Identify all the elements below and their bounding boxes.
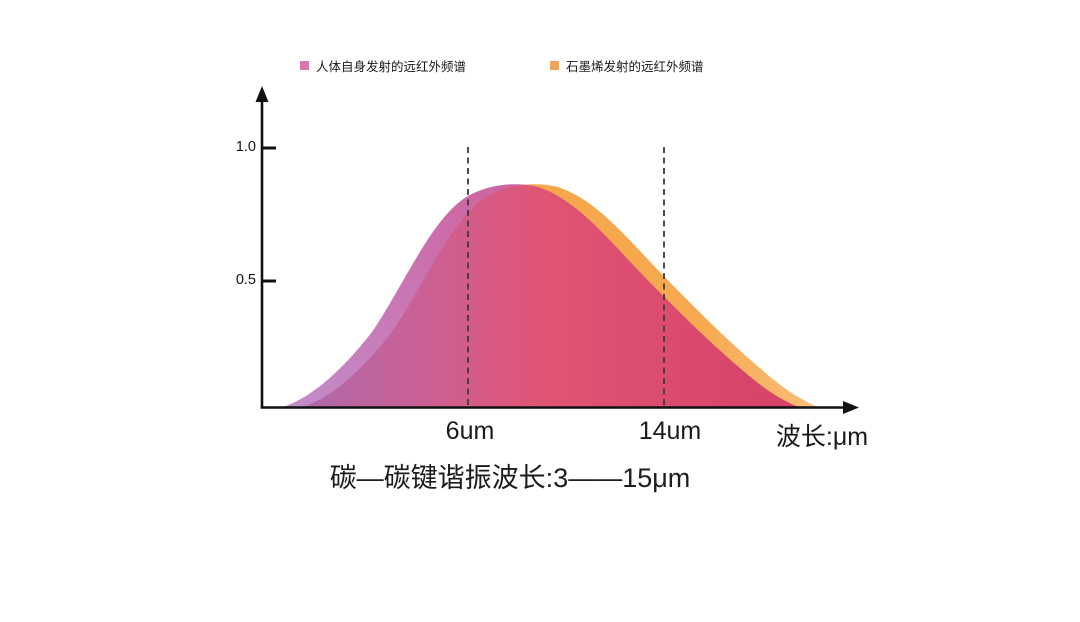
legend-label-graphene: 石墨烯发射的远红外频谱: [566, 60, 704, 74]
legend-item-graphene: 石墨烯发射的远红外频谱: [550, 56, 704, 75]
y-axis-arrowhead: [255, 86, 269, 102]
chart-caption: 碳—碳键谐振波长:3——15μm: [329, 463, 691, 493]
human-body-swatch-icon: [300, 61, 309, 70]
x-marker-label-14um: 14um: [638, 417, 702, 445]
x-axis-arrowhead: [843, 401, 859, 414]
legend-label-human-body: 人体自身发射的远红外频谱: [316, 60, 467, 74]
graphene-swatch-icon: [550, 61, 559, 70]
y-tick-label-0.5: 0.5: [235, 272, 256, 288]
x-marker-label-6um: 6um: [445, 417, 495, 445]
curves-overlap-region: [303, 184, 798, 407]
x-axis-title: 波长:μm: [775, 423, 869, 451]
y-tick-label-1.0: 1.0: [235, 139, 256, 155]
legend-item-human-body: 人体自身发射的远红外频谱: [300, 56, 466, 75]
